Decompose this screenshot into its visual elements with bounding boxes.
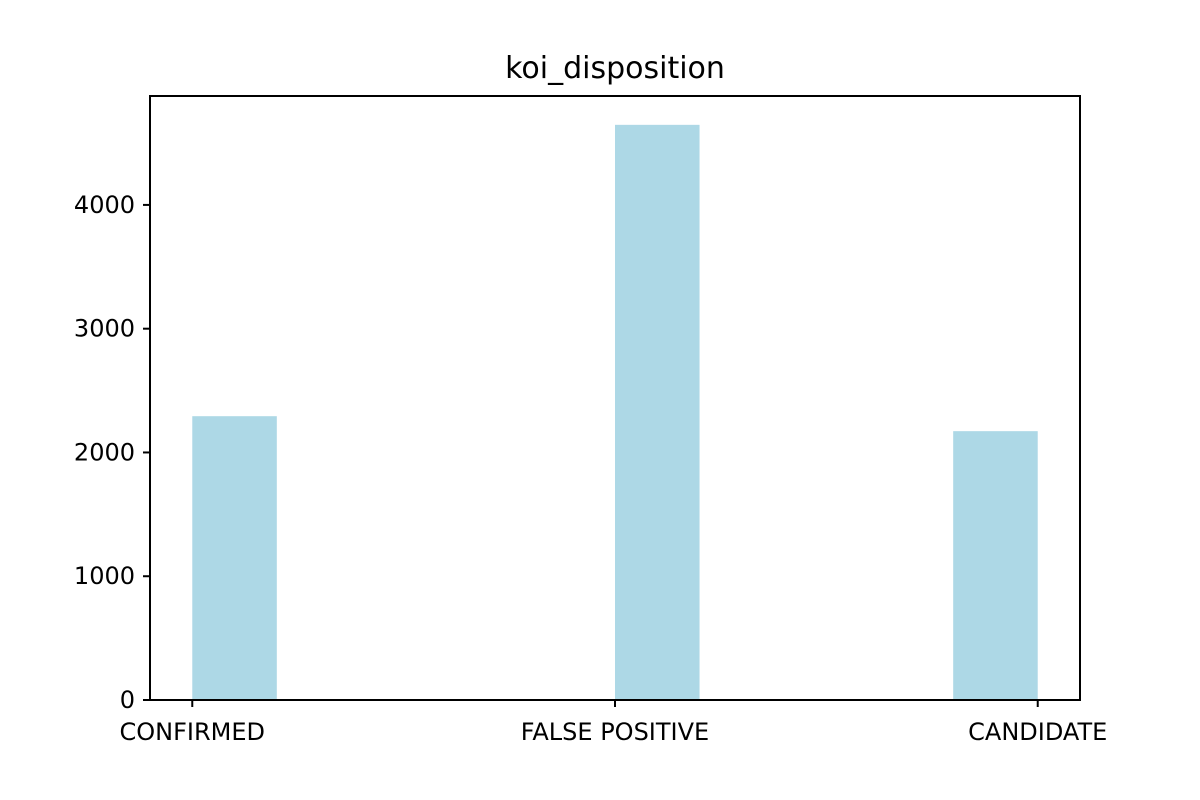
bar-candidate	[953, 431, 1038, 700]
x-tick-label: CANDIDATE	[968, 718, 1107, 746]
x-tick-label: CONFIRMED	[120, 718, 266, 746]
plot-area-frame	[149, 95, 1081, 701]
x-axis-ticks: CONFIRMED FALSE POSITIVE CANDIDATE	[120, 700, 1107, 746]
chart-title: koi_disposition	[505, 51, 725, 86]
bar-confirmed	[192, 416, 277, 700]
y-tick-label: 2000	[74, 438, 135, 466]
y-tick-label: 1000	[74, 562, 135, 590]
y-tick-label: 4000	[74, 191, 135, 219]
y-tick-label: 0	[120, 686, 135, 714]
y-axis-ticks: 0 1000 2000 3000 4000	[74, 191, 150, 714]
bars-group	[192, 124, 1038, 701]
bar-false-positive	[615, 124, 700, 701]
y-tick-label: 3000	[74, 315, 135, 343]
x-tick-label: FALSE POSITIVE	[521, 718, 709, 746]
